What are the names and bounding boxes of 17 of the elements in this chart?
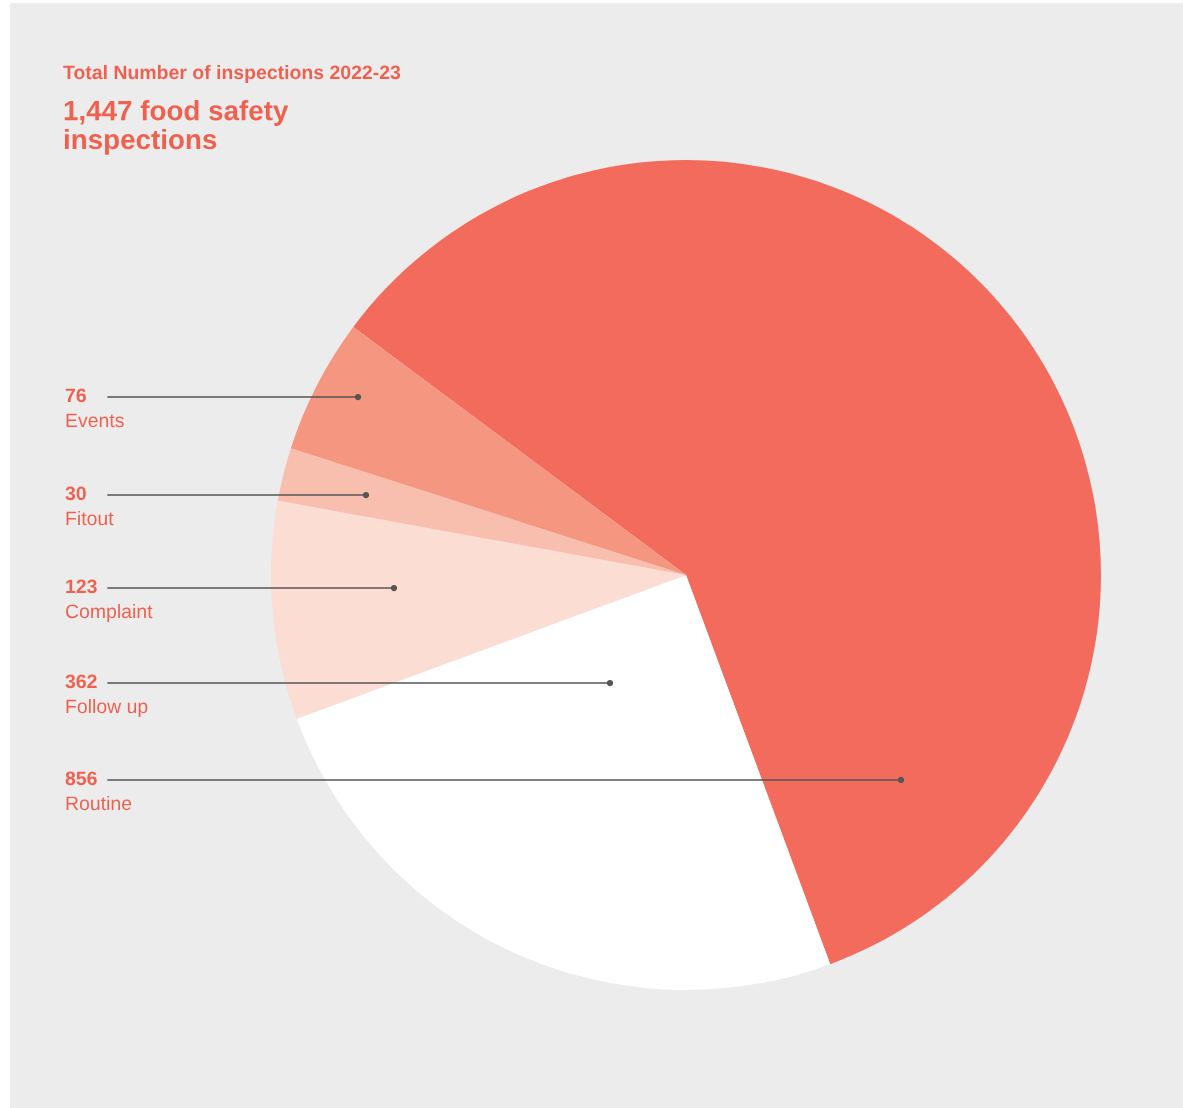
slice-label: Events: [66, 413, 124, 428]
pie-slice: [296, 575, 831, 990]
data-label: 123: [66, 579, 97, 594]
data-label: 76: [65, 388, 86, 403]
slice-label: Follow up: [66, 698, 148, 718]
pie-slice: [290, 326, 686, 575]
chart-title: Total Number of inspections 2022-23: [63, 64, 401, 84]
slice-label: Routine: [66, 795, 132, 811]
data-label: 362: [65, 674, 97, 689]
pie-slice: [353, 160, 1101, 965]
slice-label: Complaint: [65, 603, 153, 623]
data-label: 856: [65, 771, 97, 786]
data-label: 30: [65, 486, 86, 501]
slice-label: Fitout: [66, 510, 114, 526]
pie-slice: [277, 448, 686, 575]
pie-slice: [271, 500, 686, 719]
chart-subtitle: 1,447 food safety inspections: [64, 100, 289, 155]
